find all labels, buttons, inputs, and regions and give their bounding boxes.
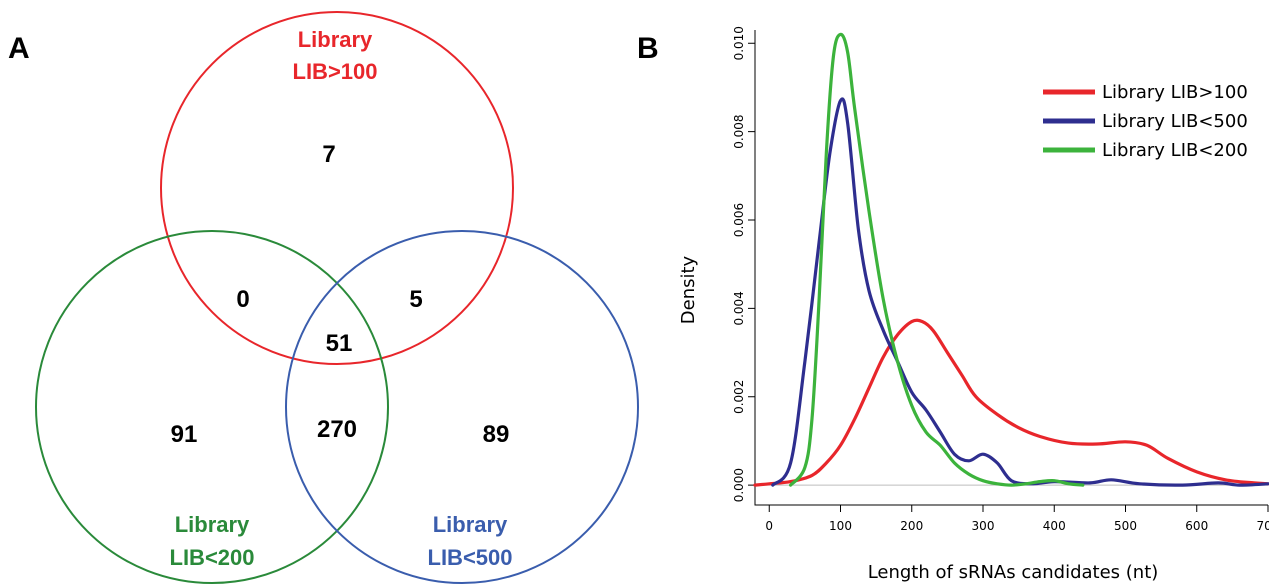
x-tick-label: 0 [765,519,773,533]
x-tick-label: 100 [829,519,852,533]
x-tick-label: 500 [1114,519,1137,533]
venn-label-lib200-line2: LIB<200 [170,545,255,570]
x-tick-label: 700 [1257,519,1269,533]
venn-circle-lib100 [160,11,514,365]
y-axis-title: Density [678,255,699,324]
venn-count-lib100-lib200: 0 [236,286,249,313]
x-tick-label: 600 [1185,519,1208,533]
legend: Library LIB>100 Library LIB<500 Library LI… [1043,82,1248,161]
y-tick-label: 0.000 [732,468,746,502]
legend-label-3: Library LIB<200 [1102,140,1248,161]
y-tick-label: 0.004 [732,291,746,325]
panel-a: A Library LIB>100 Library LIB<200 Librar… [8,11,639,584]
venn-label-lib500-line2: LIB<500 [428,545,513,570]
venn-circle-lib200 [35,230,389,584]
venn-label-lib100-line2: LIB>100 [293,59,378,84]
venn-count-only-lib500: 89 [483,421,510,448]
y-tick-label: 0.002 [732,380,746,414]
venn-label-lib500-line1: Library [433,512,508,537]
venn-count-lib200-lib500: 270 [317,416,357,443]
x-axis-title: Length of sRNAs candidates (nt) [868,562,1159,583]
x-tick-label: 300 [972,519,995,533]
venn-label-lib100-line1: Library [298,27,373,52]
panel-a-letter: A [8,32,30,65]
series-line-1 [753,318,1269,487]
plot-frame [754,30,1268,506]
legend-label-2: Library LIB<500 [1102,111,1248,132]
venn-count-all: 51 [326,330,353,357]
panel-b-letter: B [637,32,659,65]
x-tick-label: 200 [900,519,923,533]
venn-label-lib200-line1: Library [175,512,250,537]
density-plot: 0.000 0.002 0.004 0.006 0.008 0.010 0 100 200 300… [732,26,1269,533]
legend-label-1: Library LIB>100 [1102,82,1248,103]
series-line-3 [789,32,1085,487]
x-tick-label: 400 [1043,519,1066,533]
panel-b: B 0.000 0.002 0.004 0.006 0.008 0.010 0 100 200 3… [637,26,1269,583]
venn-count-only-lib100: 7 [322,141,335,168]
series-line-2 [771,97,1269,487]
venn-count-lib100-lib500: 5 [409,286,422,313]
y-tick-label: 0.006 [732,203,746,237]
y-tick-label: 0.008 [732,114,746,148]
y-tick-label: 0.010 [732,26,746,60]
venn-circle-lib500 [285,230,639,584]
venn-count-only-lib200: 91 [171,421,198,448]
